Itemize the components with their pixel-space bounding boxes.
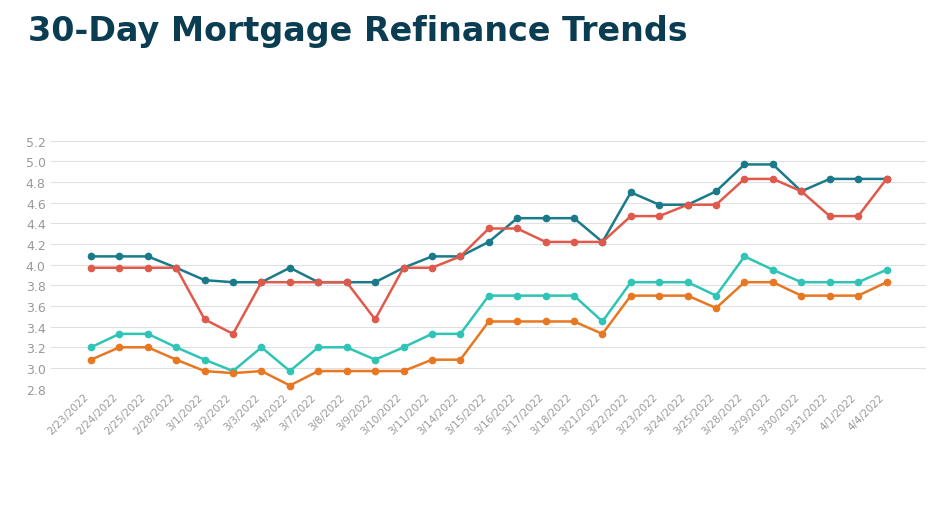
Text: 30-Day Mortgage Refinance Trends: 30-Day Mortgage Refinance Trends	[28, 15, 688, 48]
